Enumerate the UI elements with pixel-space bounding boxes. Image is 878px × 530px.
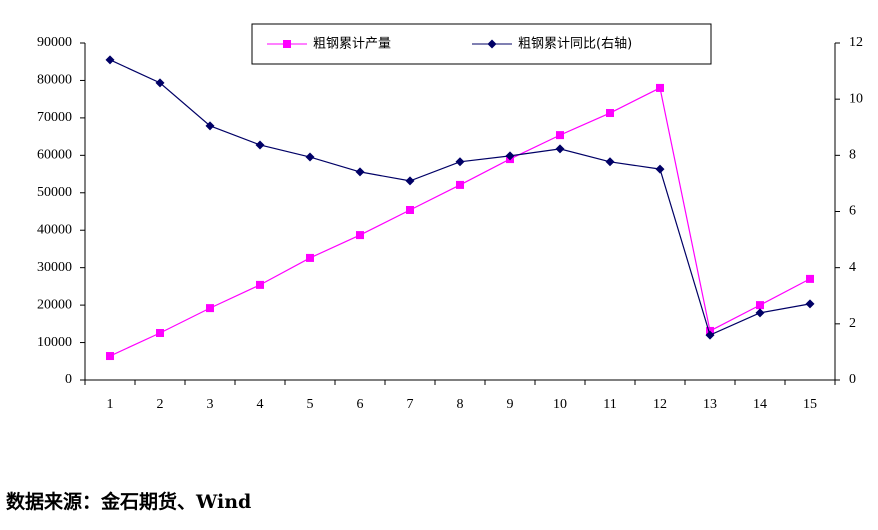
x-tick-label: 1 — [107, 397, 114, 412]
point — [606, 109, 614, 118]
x-tick-label: 11 — [603, 397, 616, 412]
point — [156, 329, 164, 338]
point — [555, 144, 565, 154]
point — [656, 83, 664, 92]
point — [406, 206, 414, 215]
x-tick-label: 13 — [703, 397, 717, 412]
x-tick-label: 12 — [653, 397, 667, 412]
x-tick-label: 7 — [407, 397, 414, 412]
y-tick-label: 30000 — [37, 260, 72, 275]
y2-tick-label: 2 — [849, 316, 856, 331]
y2-tick-label: 4 — [849, 260, 856, 275]
x-tick-label: 15 — [803, 397, 817, 412]
y-tick-label: 0 — [65, 372, 72, 387]
point — [105, 55, 115, 65]
x-tick-label: 3 — [207, 397, 214, 412]
point — [605, 157, 615, 167]
point — [755, 308, 765, 318]
y-tick-label: 90000 — [37, 35, 72, 50]
point — [355, 167, 365, 177]
legend-marker — [487, 39, 497, 49]
y-tick-label: 20000 — [37, 297, 72, 312]
point — [556, 131, 564, 140]
series-line — [109, 59, 811, 336]
point — [805, 299, 815, 309]
point — [655, 164, 665, 174]
point — [106, 352, 114, 361]
y2-tick-label: 8 — [849, 148, 856, 163]
point — [255, 140, 265, 150]
y-tick-label: 40000 — [37, 222, 72, 237]
y-tick-label: 80000 — [37, 73, 72, 88]
x-tick-label: 9 — [507, 397, 514, 412]
legend-label: 粗钢累计同比(右轴) — [518, 37, 632, 52]
x-tick-label: 6 — [357, 397, 364, 412]
point — [206, 304, 214, 313]
y-tick-label: 10000 — [37, 335, 72, 350]
x-tick-label: 14 — [753, 397, 767, 412]
point — [756, 301, 764, 310]
x-tick-label: 2 — [157, 397, 164, 412]
point — [256, 280, 264, 289]
point — [305, 152, 315, 162]
y2-tick-label: 10 — [849, 91, 863, 106]
point — [705, 330, 715, 340]
point — [456, 180, 464, 189]
y-tick-label: 70000 — [37, 110, 72, 125]
legend: 粗钢累计产量 粗钢累计同比(右轴) — [251, 23, 712, 65]
x-tick-label: 4 — [257, 397, 264, 412]
y2-tick-label: 6 — [849, 204, 856, 219]
point — [455, 157, 465, 167]
x-tick-label: 10 — [553, 397, 567, 412]
y-tick-label: 60000 — [37, 148, 72, 163]
x-tick-label: 5 — [307, 397, 314, 412]
point — [505, 151, 515, 161]
point — [806, 274, 814, 283]
legend-marker — [283, 40, 291, 48]
point — [205, 121, 215, 131]
point — [356, 231, 364, 240]
y2-tick-label: 12 — [849, 35, 863, 50]
point — [306, 253, 314, 262]
y2-tick-label: 0 — [849, 372, 856, 387]
x-tick-label: 8 — [457, 397, 464, 412]
point — [155, 78, 165, 88]
point — [405, 176, 415, 186]
y-tick-label: 50000 — [37, 185, 72, 200]
legend-label: 粗钢累计产量 — [313, 37, 391, 52]
source-note: 数据来源：金石期货、Wind — [6, 490, 251, 513]
